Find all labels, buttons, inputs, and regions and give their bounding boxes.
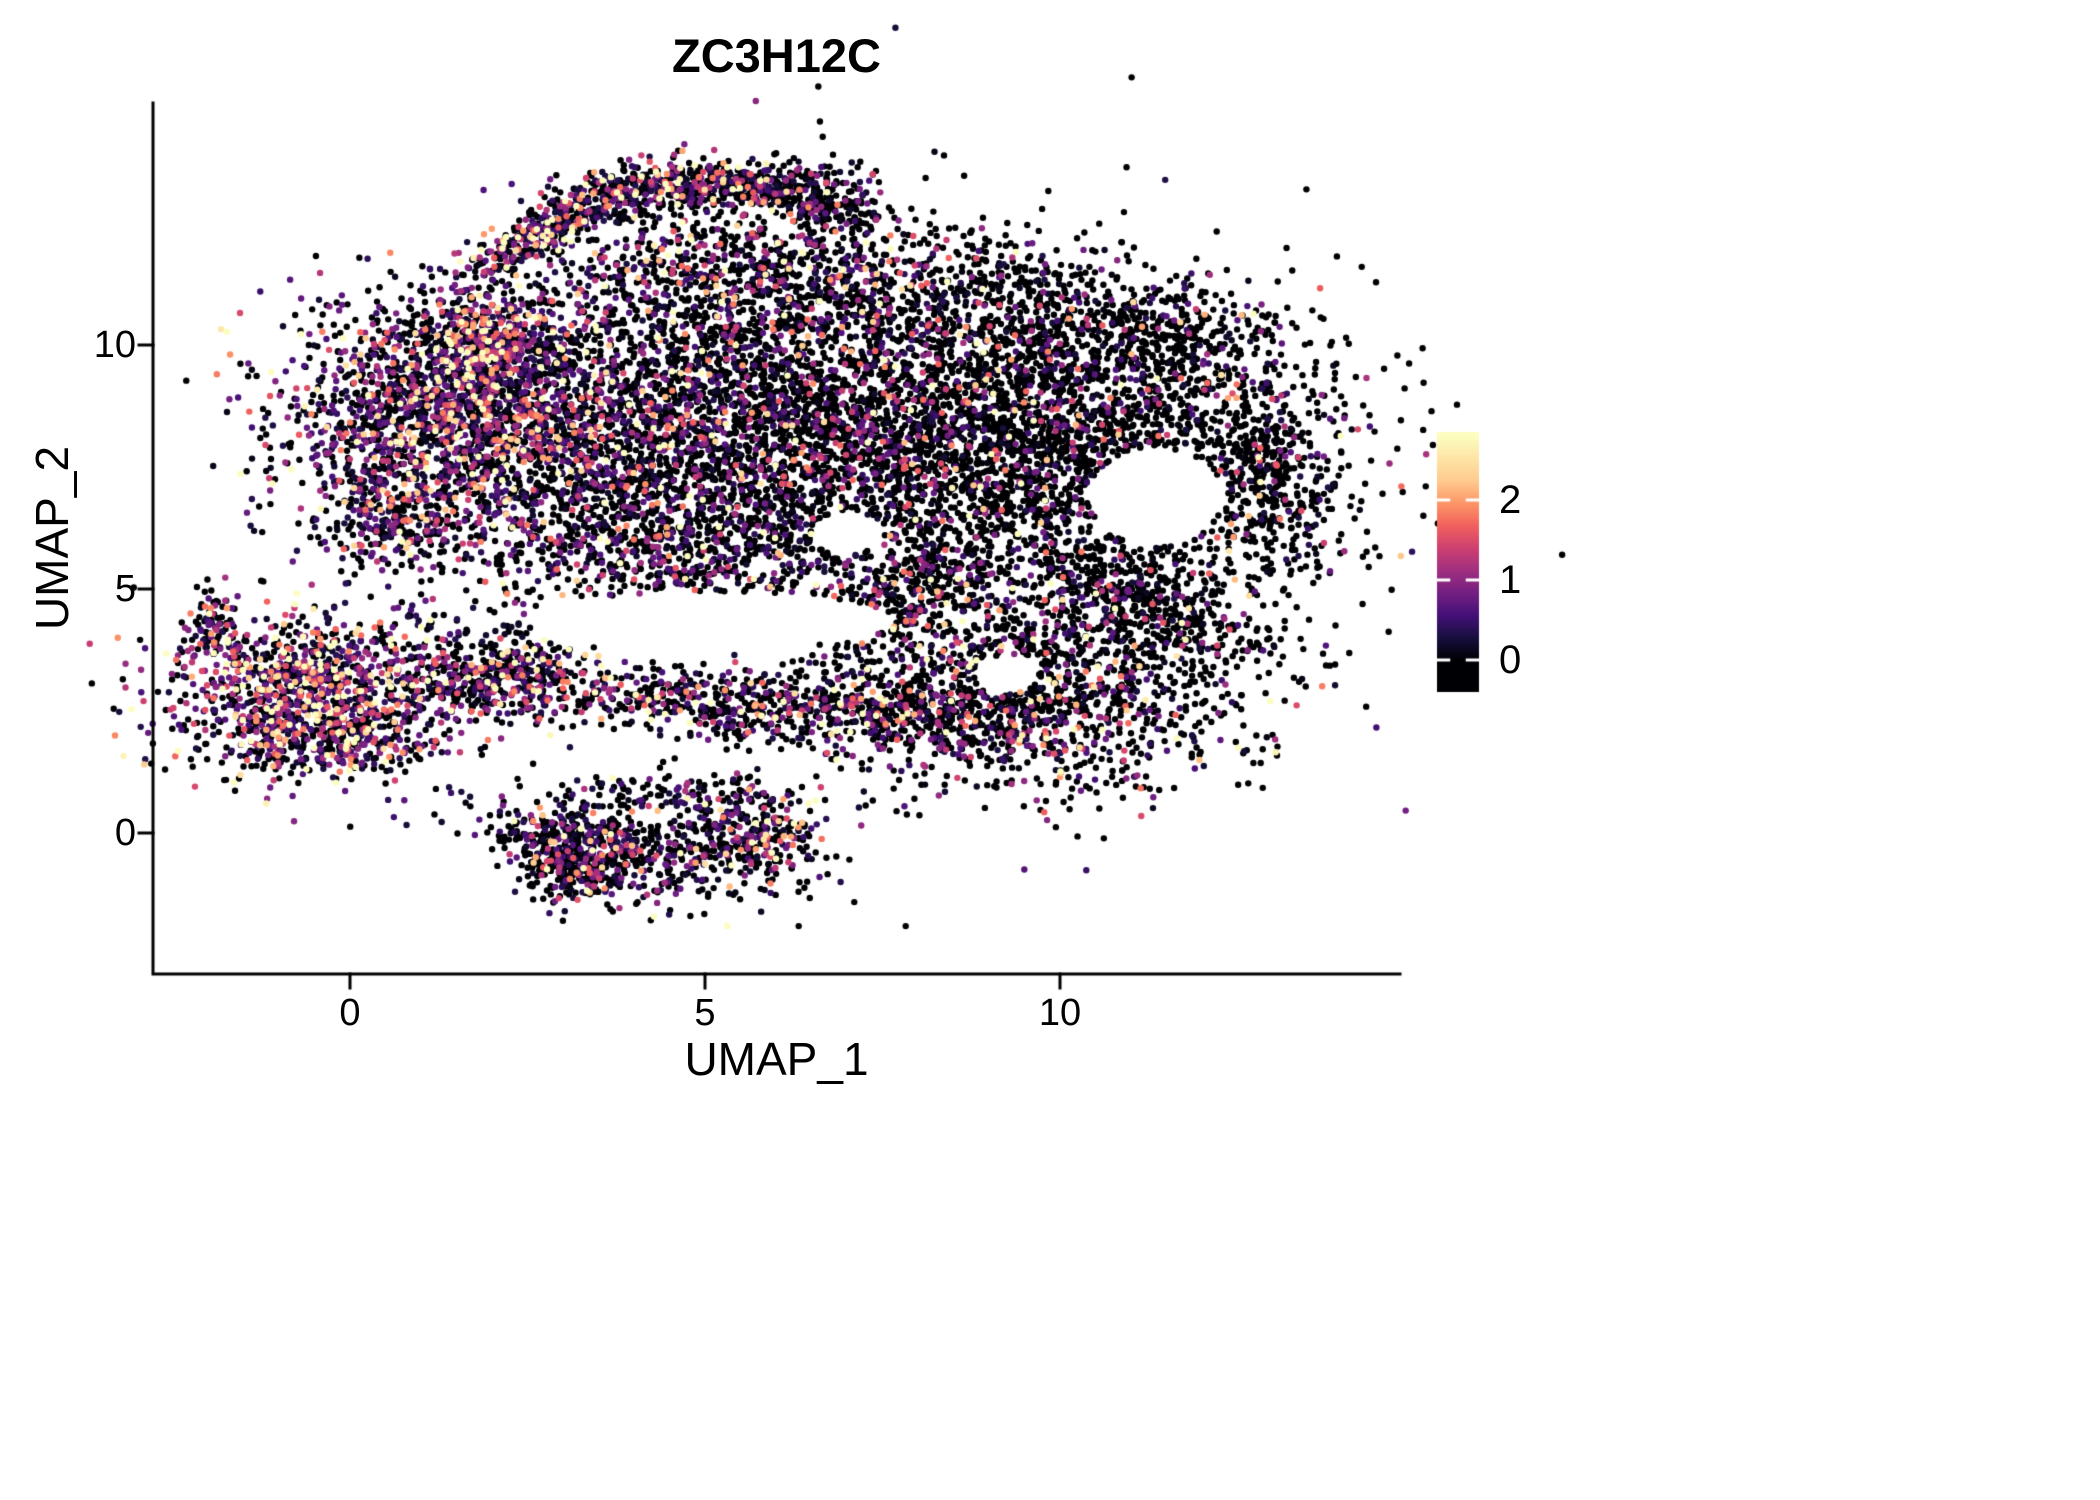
colorbar-tick-label-2: 2 [1499, 478, 1522, 522]
x-axis-label: UMAP_1 [684, 1033, 869, 1085]
x-tick-label-0: 0 [339, 992, 361, 1034]
y-tick-label-0: 0 [114, 812, 136, 854]
x-tick-label-10: 10 [1038, 992, 1082, 1034]
colorbar-tick-label-1: 1 [1499, 558, 1522, 602]
colorbar-tick-label-0: 0 [1499, 638, 1522, 682]
y-axis-label: UMAP_2 [26, 445, 78, 631]
y-tick-label-10: 10 [93, 324, 136, 366]
x-tick-label-5: 5 [694, 992, 716, 1034]
y-tick-label-5: 5 [114, 568, 136, 610]
plot-title: ZC3H12C [672, 29, 881, 82]
